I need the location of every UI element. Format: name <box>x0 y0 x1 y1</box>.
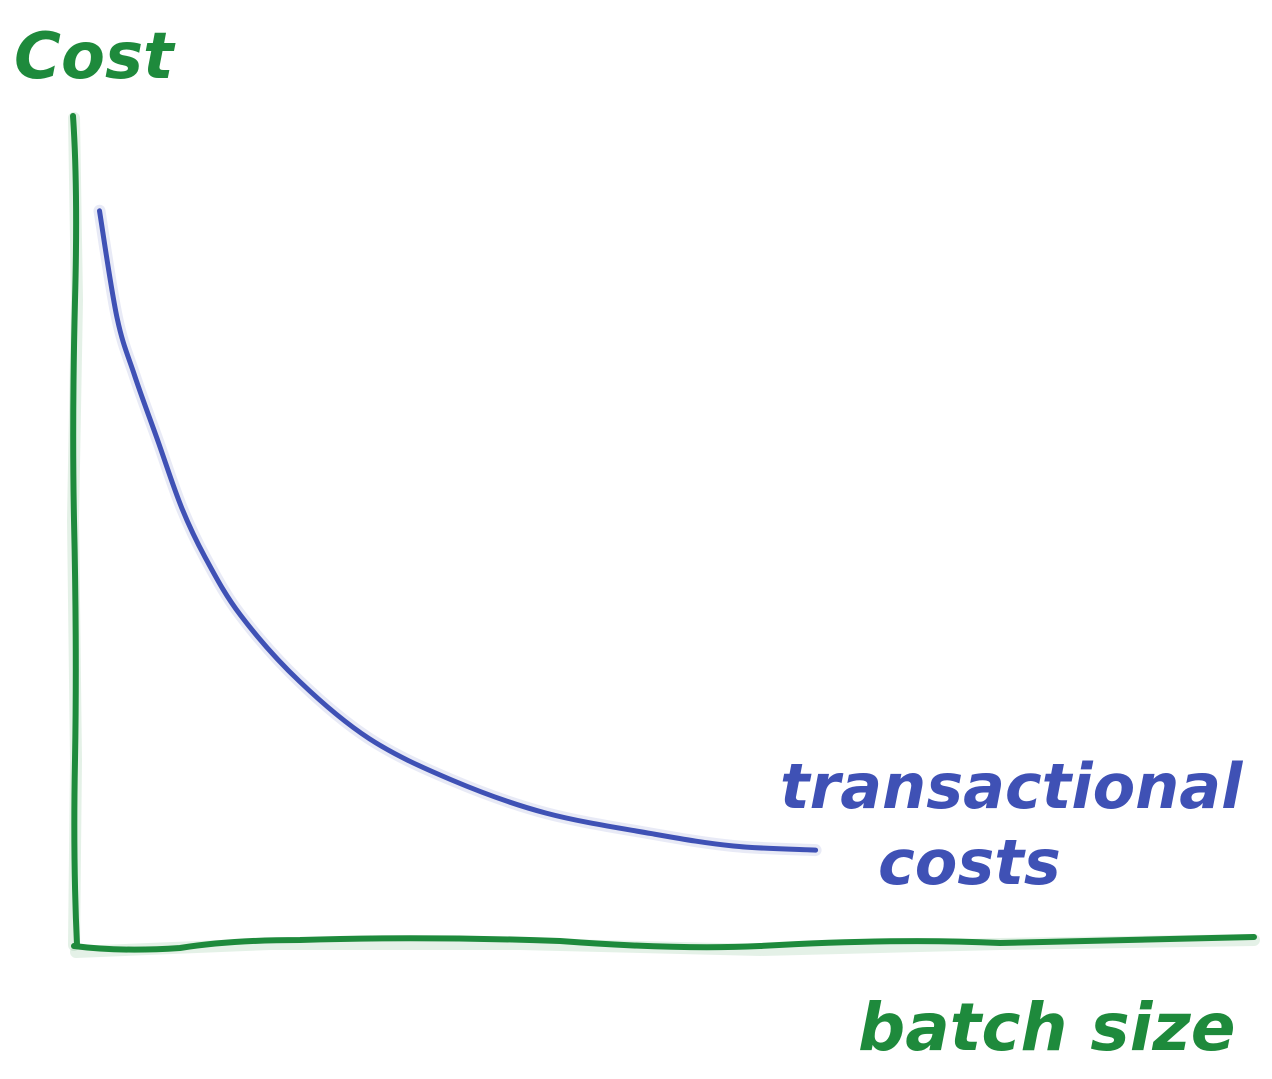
y-axis <box>70 113 80 948</box>
curve-shadow <box>93 204 822 857</box>
series-label-line2: costs <box>878 826 1061 899</box>
series-line-transactional-costs <box>97 208 819 853</box>
x-axis-label: batch size <box>858 989 1236 1066</box>
series-label: transactional costs <box>780 750 1264 899</box>
y-axis-label: Cost <box>14 20 176 94</box>
x-axis <box>71 934 1257 953</box>
series-label-line1: transactional <box>780 750 1243 823</box>
